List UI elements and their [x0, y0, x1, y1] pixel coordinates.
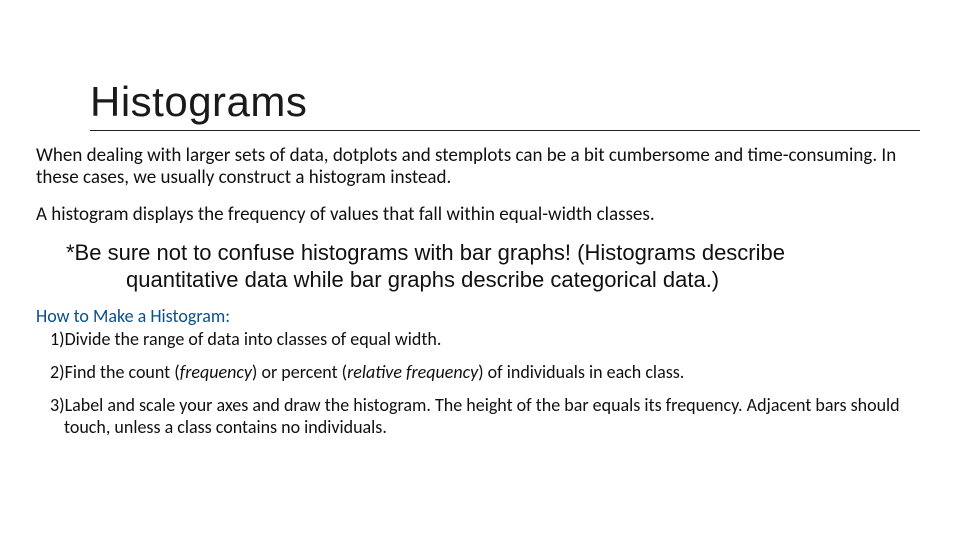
slide: { "title": "Histograms", "para1": "When …	[0, 78, 960, 540]
title-underline	[90, 130, 920, 131]
step-2-text-c: ) or percent (	[252, 361, 347, 383]
intro-paragraph-2: A histogram displays the frequency of va…	[36, 204, 930, 226]
step-2-italic-relfreq: relative frequency	[347, 361, 478, 383]
how-to-heading: How to Make a Histogram:	[36, 305, 930, 327]
step-2-text-e: ) of individuals in each class.	[478, 361, 684, 383]
intro-paragraph-1: When dealing with larger sets of data, d…	[36, 145, 930, 190]
warning-note: *Be sure not to confuse histograms with …	[66, 240, 900, 293]
step-2-text-a: 2)Find the count (	[50, 361, 180, 383]
slide-body: When dealing with larger sets of data, d…	[36, 145, 930, 438]
step-1: 1)Divide the range of data into classes …	[50, 329, 930, 350]
step-2: 2)Find the count (frequency) or percent …	[50, 362, 930, 383]
slide-title: Histograms	[90, 78, 960, 126]
step-2-italic-frequency: frequency	[180, 361, 252, 383]
step-3: 3)Label and scale your axes and draw the…	[50, 395, 930, 437]
